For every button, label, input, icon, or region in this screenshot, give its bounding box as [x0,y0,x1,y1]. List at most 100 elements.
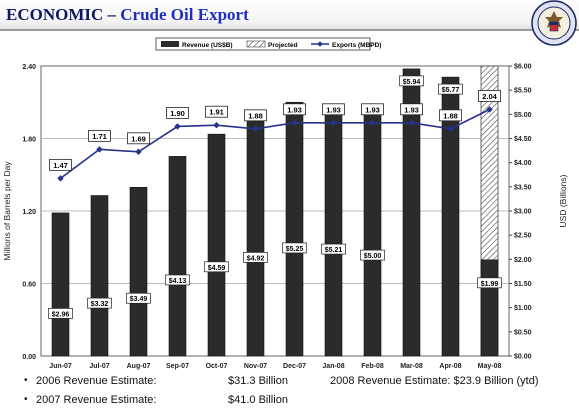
revenue-data-label: $1.99 [477,277,502,289]
legend-swatch-revenue [161,41,179,47]
exports-data-label: 1.93 [283,103,306,116]
left-axis-label: Millions of Barrels per Day [2,161,12,261]
x-tick-label: Jan-08 [322,363,344,370]
slide-title: ECONOMIC – Crude Oil Export [6,5,249,25]
bar-revenue [129,187,148,357]
exports-label-text: 2.04 [482,92,497,101]
legend-swatch-exports-marker [317,41,323,47]
revenue-data-label: $3.49 [126,292,151,304]
revenue-data-label: $5.00 [360,249,385,261]
legend-swatch-projected [246,40,266,48]
exports-label-box [361,103,384,116]
right-tick-label: $2.50 [514,233,532,240]
note-2007-label: 2007 Revenue Estimate: [36,394,157,406]
left-tick-label: 1.20 [22,209,36,216]
x-tick-label: Apr-08 [439,363,461,370]
bar-revenue [246,117,265,357]
exports-label-box [322,103,345,116]
title-separator: – [103,5,121,24]
x-tick-label: Oct-07 [206,363,228,370]
exports-label-text: 1.69 [131,134,146,143]
right-tick-label: $4.50 [514,136,532,143]
bar-revenue [480,259,499,357]
x-tick-label: Feb-08 [361,363,384,370]
revenue-label-text: $5.77 [442,87,460,94]
legend: Revenue (US$B) Projected Exports (MBPD) [155,37,381,51]
revenue-label-text: $3.49 [130,296,148,303]
exports-label-text: 1.91 [209,108,224,117]
right-tick-label: $0.00 [514,354,532,361]
exports-point [447,125,454,133]
revenue-notes: • 2006 Revenue Estimate: $31.3 Billion 2… [0,373,579,413]
bar-revenue [441,76,460,357]
x-tick-label: Nov-07 [244,363,267,370]
revenue-label-text: $5.00 [364,253,382,260]
bar-revenue [363,114,382,357]
exports-label-box [478,90,501,102]
x-tick-label: Mar-08 [400,363,423,370]
slide-header: ECONOMIC – Crude Oil Export [0,0,579,30]
revenue-data-label: $2.96 [48,308,73,319]
bar-revenue [285,101,304,357]
revenue-data-label: $4.92 [243,252,268,263]
revenue-data-label: $5.94 [399,75,424,87]
revenue-label-text: $3.32 [91,301,109,308]
exports-point [135,148,142,155]
revenue-label-box [360,249,385,261]
exports-label-box [49,158,72,171]
right-tick-label: $5.00 [514,112,532,119]
exports-data-label: 1.47 [49,158,72,171]
revenue-data-label: $4.13 [165,274,190,286]
exports-point [252,125,259,133]
right-tick-label: $1.50 [514,281,532,288]
exports-data-label: 1.93 [400,103,423,116]
revenue-data-label: $5.21 [321,243,346,255]
x-tick-label: May-08 [478,363,502,370]
exports-label-box [400,103,423,116]
exports-point [57,175,64,182]
revenue-label-text: $5.94 [403,79,421,86]
exports-data-label: 2.04 [478,90,501,102]
revenue-label-box [282,242,307,254]
revenue-label-box [48,308,73,319]
bar-revenue [90,195,109,357]
exports-label-text: 1.93 [365,105,380,114]
exports-label-box [166,107,189,119]
exports-point [291,119,298,126]
exports-label-text: 1.71 [92,132,107,141]
exports-data-label: 1.71 [88,129,111,142]
x-tick-label: Jun-07 [49,363,72,370]
exports-label-box [244,109,267,122]
exports-label-text: 1.93 [287,105,302,114]
revenue-label-text: $5.21 [325,247,343,254]
revenue-label-text: $4.92 [247,255,265,262]
bullet-icon: • [24,375,28,386]
bullet-icon: • [24,394,28,405]
legend-label-revenue: Revenue (US$B) [182,42,233,49]
revenue-data-label: $3.32 [87,297,112,309]
state-department-seal-icon [531,0,577,46]
right-tick-label: $3.50 [514,184,532,191]
exports-data-label: 1.88 [439,109,462,122]
revenue-label-text: $1.99 [481,281,499,288]
revenue-label-box [87,297,112,309]
revenue-label-text: $5.25 [286,246,304,253]
revenue-label-box [126,292,151,304]
exports-data-label: 1.90 [166,107,189,119]
x-tick-label: Jul-07 [89,363,109,370]
title-main: ECONOMIC [6,5,104,24]
exports-data-label: 1.93 [322,103,345,116]
exports-label-box [439,109,462,122]
revenue-data-label: $5.25 [282,242,307,254]
left-tick-label: 1.80 [22,137,36,144]
exports-data-label: 1.69 [127,132,150,145]
bar-revenue [168,156,187,357]
legend-label-exports: Exports (MBPD) [332,42,381,49]
right-tick-label: $6.00 [514,64,532,71]
right-tick-label: $2.00 [514,257,532,264]
exports-label-box [88,129,111,142]
exports-data-label: 1.88 [244,109,267,122]
header-rule [0,29,579,31]
revenue-data-label: $5.77 [438,83,463,95]
exports-line [60,108,490,180]
